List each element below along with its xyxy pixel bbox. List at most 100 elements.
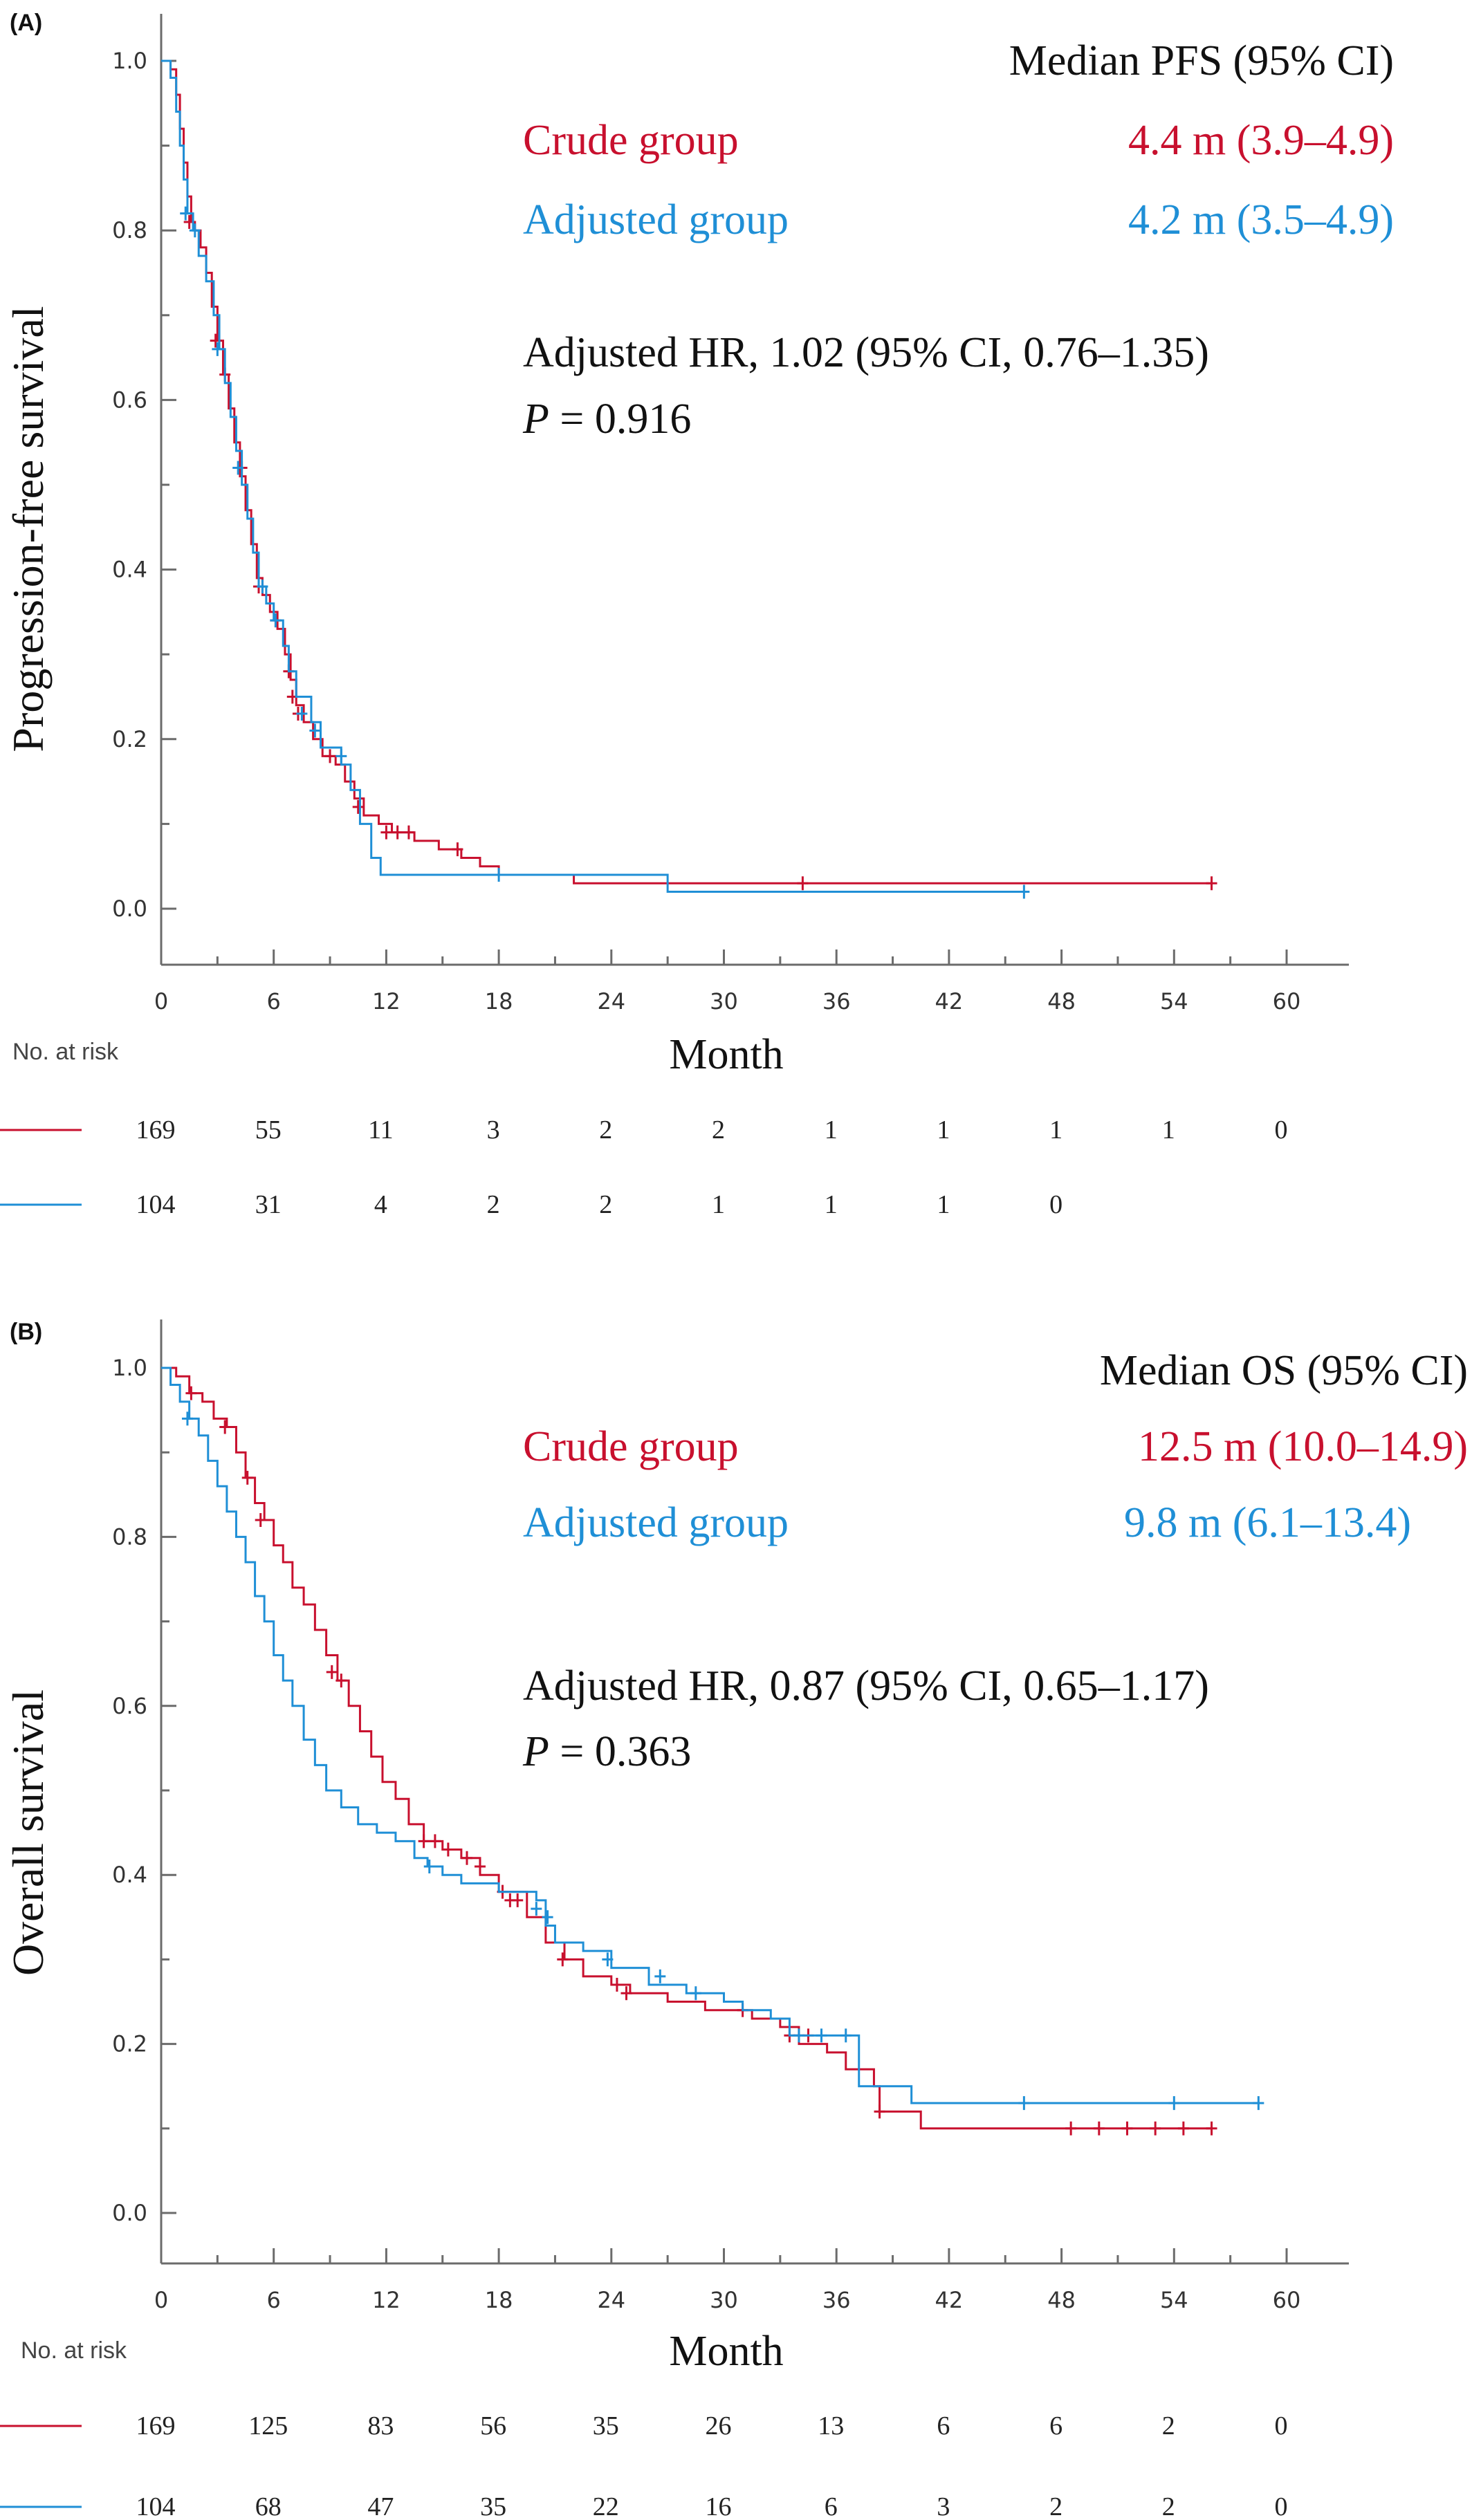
censor-mark <box>611 1978 623 1992</box>
risk-count: 6 <box>937 2411 950 2440</box>
censor-mark <box>816 2028 827 2043</box>
x-tick-label: 24 <box>597 2287 625 2313</box>
censor-mark <box>461 1851 473 1865</box>
x-tick-label: 54 <box>1160 2287 1188 2313</box>
panel-b-p-value: P = 0.363 <box>522 1728 691 1775</box>
panel-a-legend-crude-name: Crude group <box>523 117 739 164</box>
x-tick-label: 6 <box>267 2287 281 2313</box>
km-curve-adjusted <box>161 59 1024 893</box>
risk-count: 55 <box>255 1115 282 1145</box>
panel-b-x-ticks: 0 6 12 18 24 30 36 42 48 54 60 <box>154 2248 1301 2313</box>
risk-count: 0 <box>1275 1115 1288 1145</box>
risk-count: 68 <box>255 2492 282 2520</box>
x-tick-label: 6 <box>267 988 281 1015</box>
risk-count: 1 <box>825 1190 838 1219</box>
panel-b-plot-area: 0.0 0.2 0.4 0.6 0.8 1.0 0 6 12 18 24 30 36 42 48 54 60 <box>112 1319 1349 2313</box>
panel-a-legend-adjusted-name: Adjusted group <box>523 196 789 243</box>
panel-b-risk-title: No. at risk <box>21 2337 127 2364</box>
risk-count: 2 <box>599 1115 612 1145</box>
x-tick-label: 30 <box>710 2287 738 2313</box>
risk-count: 1 <box>937 1190 950 1219</box>
censor-mark <box>181 1411 193 1426</box>
panel-b-x-axis-label: Month <box>669 2328 783 2375</box>
panel-a-x-axis-label: Month <box>669 1031 783 1078</box>
y-tick-label: 1.0 <box>112 48 147 74</box>
panel-a-label: (A) <box>10 10 42 36</box>
y-tick-label: 0.0 <box>112 896 147 922</box>
censor-mark <box>180 206 192 221</box>
risk-count: 11 <box>368 1115 394 1145</box>
censor-mark <box>1206 876 1217 891</box>
panel-b-legend-crude-value: 12.5 m (10.0–14.9) <box>1138 1423 1468 1470</box>
y-tick-label: 0.4 <box>112 1862 147 1888</box>
risk-count: 0 <box>1275 2492 1288 2520</box>
panel-b-legend: Median OS (95% CI) Crude group 12.5 m (1… <box>523 1347 1468 1546</box>
panel-a-legend-crude-value: 4.4 m (3.9–4.9) <box>1128 117 1394 164</box>
x-tick-label: 12 <box>372 988 401 1015</box>
y-tick-label: 0.4 <box>112 557 147 583</box>
panel-a-legend: Median PFS (95% CI) Crude group 4.4 m (3… <box>523 37 1394 243</box>
censor-mark <box>423 1859 435 1873</box>
x-tick-label: 48 <box>1047 2287 1076 2313</box>
x-tick-label: 60 <box>1273 2287 1301 2313</box>
censor-mark <box>493 867 505 882</box>
risk-count: 16 <box>706 2492 732 2520</box>
panel-b-curves <box>161 1366 1264 2135</box>
y-tick-label: 0.2 <box>112 726 147 752</box>
panel-b-legend-crude-name: Crude group <box>523 1423 739 1470</box>
x-tick-label: 0 <box>154 2287 168 2313</box>
x-tick-label: 36 <box>822 2287 851 2313</box>
panel-a-hazard-ratio: Adjusted HR, 1.02 (95% CI, 0.76–1.35) <box>523 329 1209 376</box>
risk-count: 1 <box>1049 1115 1062 1145</box>
x-tick-label: 18 <box>485 988 513 1015</box>
risk-count: 26 <box>706 2411 732 2440</box>
censor-mark <box>324 749 336 763</box>
x-tick-label: 0 <box>154 988 168 1015</box>
risk-count: 1 <box>1162 1115 1175 1145</box>
panel-a-risk-title: No. at risk <box>12 1039 119 1065</box>
censor-mark <box>1018 884 1030 899</box>
censor-mark <box>840 2028 852 2043</box>
x-tick-label: 48 <box>1047 988 1076 1015</box>
censor-mark <box>442 1842 454 1857</box>
risk-count: 1 <box>712 1190 725 1219</box>
censor-mark <box>392 825 403 840</box>
censor-mark <box>1018 2096 1030 2111</box>
censor-mark <box>309 723 321 738</box>
censor-mark <box>1253 2096 1264 2111</box>
risk-count: 35 <box>480 2492 506 2520</box>
censor-mark <box>255 1512 266 1527</box>
risk-count: 104 <box>136 1190 176 1219</box>
risk-count: 3 <box>487 1115 500 1145</box>
censor-mark <box>1150 2121 1161 2135</box>
censor-mark <box>512 1893 524 1907</box>
censor-mark <box>1206 2121 1217 2135</box>
censor-mark <box>793 2028 804 2043</box>
censor-mark <box>185 1386 197 1400</box>
censor-mark <box>1093 2121 1105 2135</box>
panel-a: (A) Progression-free survival 0.00.20.40… <box>0 10 1394 1219</box>
censor-mark <box>874 2104 885 2119</box>
panel-a-y-ticks: 0.0 0.2 0.4 0.6 0.8 1.0 <box>112 48 176 922</box>
x-tick-label: 54 <box>1160 988 1188 1015</box>
y-tick-label: 0.6 <box>112 387 147 413</box>
censor-mark <box>326 1665 338 1679</box>
censor-mark <box>531 1902 542 1916</box>
censor-mark <box>380 825 392 840</box>
censor-mark <box>602 1952 614 1967</box>
risk-count: 2 <box>712 1115 725 1145</box>
risk-count: 169 <box>136 2411 176 2440</box>
panel-b-hazard-ratio: Adjusted HR, 0.87 (95% CI, 0.65–1.17) <box>523 1662 1209 1710</box>
y-tick-label: 0.6 <box>112 1693 147 1719</box>
panel-a-x-ticks: 0 6 12 18 24 30 36 42 48 54 60 <box>154 949 1300 1015</box>
panel-a-annotation: Adjusted HR, 1.02 (95% CI, 0.76–1.35) P … <box>522 329 1209 443</box>
panel-b-legend-title: Median OS (95% CI) <box>1100 1347 1468 1394</box>
risk-count: 6 <box>825 2492 838 2520</box>
panel-b-legend-adjusted-value: 9.8 m (6.1–13.4) <box>1124 1499 1411 1546</box>
risk-count: 104 <box>136 2492 176 2520</box>
risk-count: 35 <box>593 2411 619 2440</box>
